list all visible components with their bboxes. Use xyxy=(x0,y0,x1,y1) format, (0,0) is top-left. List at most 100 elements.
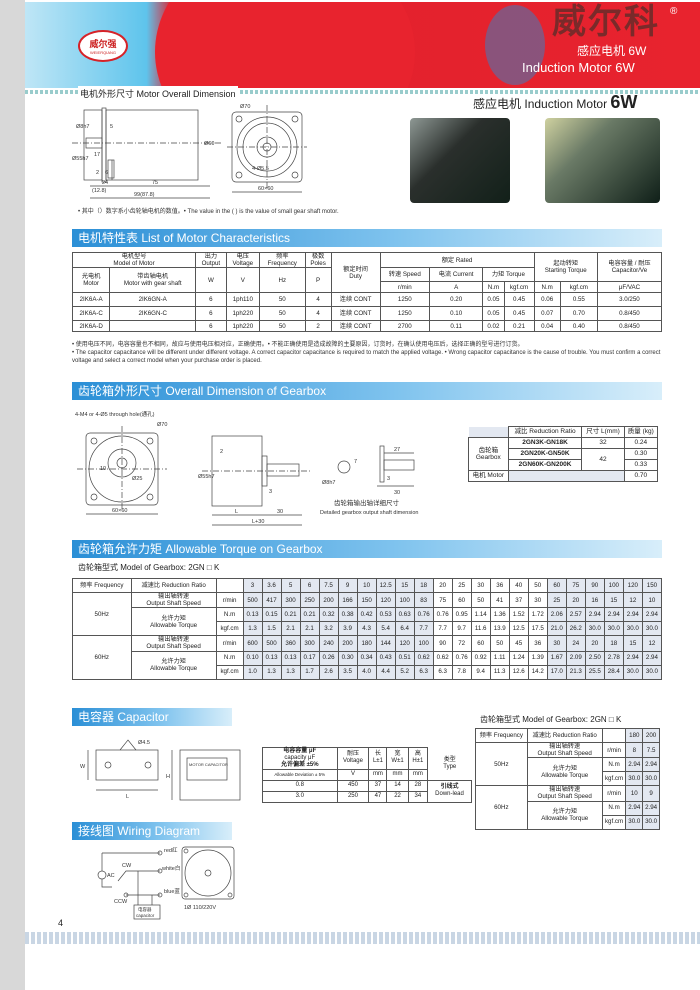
table-cell: 0.76 xyxy=(432,607,453,623)
product-power: 6W xyxy=(610,92,638,112)
table-cell: 频率 Frequency xyxy=(259,251,306,269)
table-cell: 2700 xyxy=(379,320,431,333)
table-cell: 120 xyxy=(622,578,643,593)
table-cell: 600 xyxy=(242,635,263,652)
table-cell: 0.76 xyxy=(451,650,472,666)
table-cell: 9.4 xyxy=(470,664,491,680)
table-cell: 连续 CONT xyxy=(330,306,381,322)
table-cell: 150 xyxy=(356,591,377,609)
table-cell: kgf.cm xyxy=(215,621,244,637)
table-cell: 14.2 xyxy=(527,664,548,680)
table-cell: 300 xyxy=(299,635,320,652)
table-cell: N.m xyxy=(482,281,505,294)
table-row: 允许力矩 Allowable Torque N.m 0.13 0.15 0.21 0.21 0… xyxy=(73,607,663,637)
table-cell: 2.94 xyxy=(625,757,644,773)
table-cell: 1.11 xyxy=(489,650,510,666)
table-cell: 150 xyxy=(641,578,663,593)
table-cell: 连续 CONT xyxy=(330,292,381,308)
table-cell: 18 xyxy=(413,578,434,593)
table-cell: 166 xyxy=(337,591,358,609)
table-cell: kgf.cm xyxy=(503,281,535,294)
table-cell: 质量 (kg) xyxy=(623,426,659,438)
table-cell: r/min xyxy=(601,785,627,802)
table-cell: 7.7 xyxy=(432,621,453,637)
table-cell: 3.5 xyxy=(337,664,358,680)
table-cell: 6 xyxy=(195,320,227,333)
table-cell: 0.32 xyxy=(318,607,339,623)
dim-label: 6 xyxy=(105,170,108,176)
table-cell: 7.8 xyxy=(451,664,472,680)
dim-label: Ø55h7 xyxy=(72,156,89,162)
table-cell: 0.07 xyxy=(533,306,561,322)
table-cell: 出力 Output xyxy=(195,251,227,269)
table-cell: 14 xyxy=(386,779,409,792)
table-cell: N.m xyxy=(601,800,627,816)
table-cell: 250 xyxy=(299,591,320,609)
table-cell: 2IK6A-A xyxy=(71,292,111,308)
table-cell: 3.9 xyxy=(337,621,358,637)
table-cell: 30.0 xyxy=(641,621,663,637)
table-cell: Hz xyxy=(259,267,306,294)
table-cell: 1.52 xyxy=(508,607,529,623)
table-cell: 6 xyxy=(195,292,227,308)
table-cell: 75 xyxy=(432,591,453,609)
dim-label: 17 xyxy=(94,152,100,158)
table-cell: 2.78 xyxy=(603,650,624,666)
product-title: 感应电机 Induction Motor 6W xyxy=(473,92,637,113)
dim-label: 24 xyxy=(102,180,108,186)
divider xyxy=(25,932,700,944)
motor-photo xyxy=(410,118,510,203)
table-cell: 电压 Voltage xyxy=(225,251,261,269)
dim-label: 75 xyxy=(152,180,158,186)
table-row: kgf.cm 1.3 1.5 2.1 2.1 3.2 3.9 4.3 5.4 6.4 7.7 7.7 9… xyxy=(73,621,663,637)
table-cell: 3.0/250 xyxy=(596,292,663,308)
table-cell: 72 xyxy=(451,635,472,652)
dim-label: 4-Ø5.5 xyxy=(252,166,269,172)
table-cell: 起动转矩 Starting Torque xyxy=(533,251,598,283)
table-cell: 144 xyxy=(375,635,396,652)
table-cell: 250 xyxy=(336,790,370,803)
motor-spec: 1Ø 110/220V xyxy=(184,905,216,911)
table-cell: 120 xyxy=(394,635,415,652)
dim-label: 30 xyxy=(394,490,400,496)
table-cell: 8 xyxy=(625,741,644,759)
table-cell: 2.94 xyxy=(584,607,605,623)
table-cell: 200 xyxy=(642,728,660,743)
table-cell: 转速 Speed xyxy=(379,267,431,283)
table-cell: 额定时间 Duty xyxy=(330,251,381,294)
table-cell: V xyxy=(225,267,261,294)
table-cell: 1.3 xyxy=(242,621,263,637)
table-cell: r/min xyxy=(601,741,627,759)
table-cell: 5 xyxy=(280,578,301,593)
table-cell: 20 xyxy=(584,635,605,652)
table-cell: 15 xyxy=(603,591,624,609)
dim-label: L+30 xyxy=(252,519,264,525)
logo-text: 威尔强 xyxy=(89,39,117,49)
banner-title-en: Induction Motor 6W xyxy=(522,60,635,75)
table-cell: 允许力矩 Allowable Torque xyxy=(526,757,603,787)
table-cell: 5.2 xyxy=(394,664,415,680)
table-cell: 0.21 xyxy=(280,607,301,623)
table-cell: 减比 Reduction Ratio xyxy=(507,426,583,438)
table-cell: 30.0 xyxy=(625,771,644,787)
characteristics-note: • 使用电压不同，电容容量也不相同，故应与使用电压相对应，正确使用。• 不能正确… xyxy=(72,341,662,365)
table-row: 50Hz 输出轴转速 Output Shaft Speed r/min 500 417 30… xyxy=(72,591,663,637)
banner-title-cn: 感应电机 6W xyxy=(577,44,647,58)
table-cell: 耐压 Voltage xyxy=(336,747,370,770)
table-cell: 180 xyxy=(356,635,377,652)
ccw-label: CCW xyxy=(114,899,128,905)
dim-label: 30 xyxy=(277,509,283,515)
table-cell: 30.0 xyxy=(603,621,624,637)
table-cell: Allowable Deviation ± 5% xyxy=(262,768,338,781)
table-cell: 0.43 xyxy=(375,650,396,666)
table-cell: 11.6 xyxy=(470,621,491,637)
table-cell: 6 xyxy=(195,306,227,322)
table-cell: 宽 W±1 xyxy=(386,747,409,770)
table-cell xyxy=(109,320,197,333)
table-cell: 30 xyxy=(470,578,491,593)
table-cell: 2.57 xyxy=(565,607,586,623)
table-cell: 0.40 xyxy=(559,320,598,333)
table-cell: 30 xyxy=(546,635,567,652)
table-cell: 4.4 xyxy=(375,664,396,680)
table-cell: 电容容量 / 耐压 Capacitor/Ve xyxy=(596,251,663,283)
